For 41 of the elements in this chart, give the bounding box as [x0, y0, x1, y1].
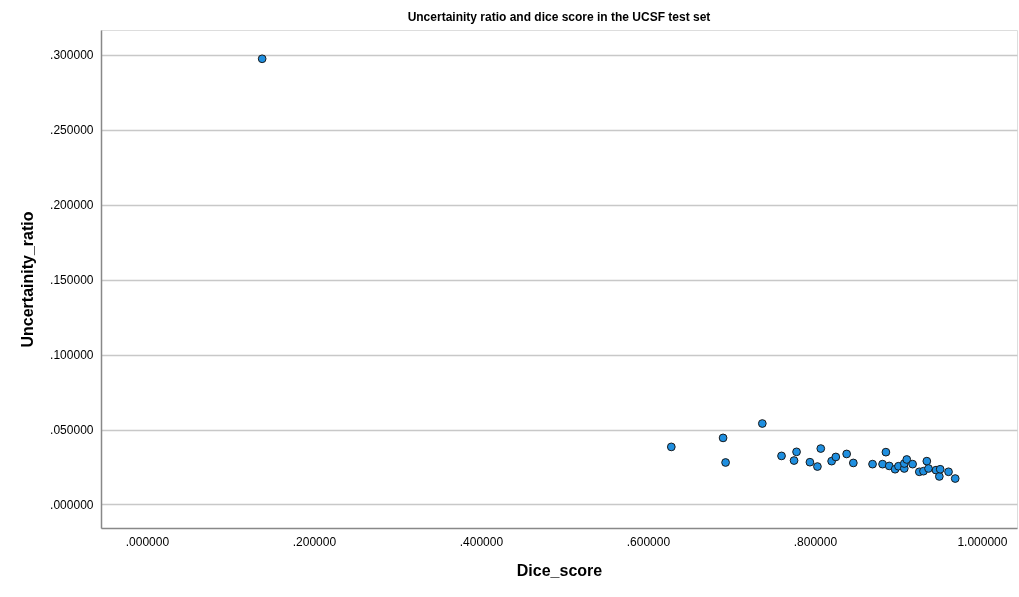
point — [666, 442, 676, 452]
point — [922, 456, 932, 466]
point — [924, 464, 933, 473]
x-tick-label: .800000 — [793, 534, 838, 549]
point — [813, 462, 822, 471]
x-tick-label: .200000 — [292, 534, 337, 549]
y-tick-label: .150000 — [50, 273, 94, 288]
point — [908, 459, 917, 469]
point — [868, 459, 877, 469]
point — [816, 444, 826, 453]
y-tick-label: .100000 — [50, 348, 94, 363]
point — [777, 451, 786, 461]
point — [831, 452, 841, 462]
y-tick-label: .000000 — [50, 497, 94, 512]
x-tick-label: .600000 — [626, 534, 671, 549]
point — [878, 459, 887, 469]
point — [721, 458, 730, 467]
point — [902, 455, 912, 464]
point — [881, 447, 891, 457]
x-tick-label: 1.000000 — [957, 534, 1008, 549]
point — [805, 457, 815, 467]
point — [792, 447, 801, 457]
point — [944, 467, 953, 477]
x-axis-title: Dice_score — [516, 561, 603, 579]
point — [718, 433, 728, 443]
point — [935, 464, 945, 474]
y-axis-title: Uncertainity_ratio — [19, 211, 37, 348]
point — [789, 456, 799, 465]
point — [950, 474, 960, 483]
y-tick-label: .300000 — [50, 48, 94, 63]
x-tick-label: .000000 — [125, 534, 170, 549]
y-tick-label: .250000 — [50, 123, 94, 138]
point — [757, 419, 767, 428]
y-tick-label: .050000 — [50, 423, 94, 438]
chart-title: Uncertainity ratio and dice score in the UCSF test set — [407, 10, 711, 24]
point — [848, 458, 858, 468]
point — [934, 472, 944, 481]
y-tick-label: .200000 — [50, 198, 94, 213]
point — [257, 54, 267, 64]
x-tick-label: .400000 — [459, 534, 504, 549]
point — [842, 449, 852, 459]
